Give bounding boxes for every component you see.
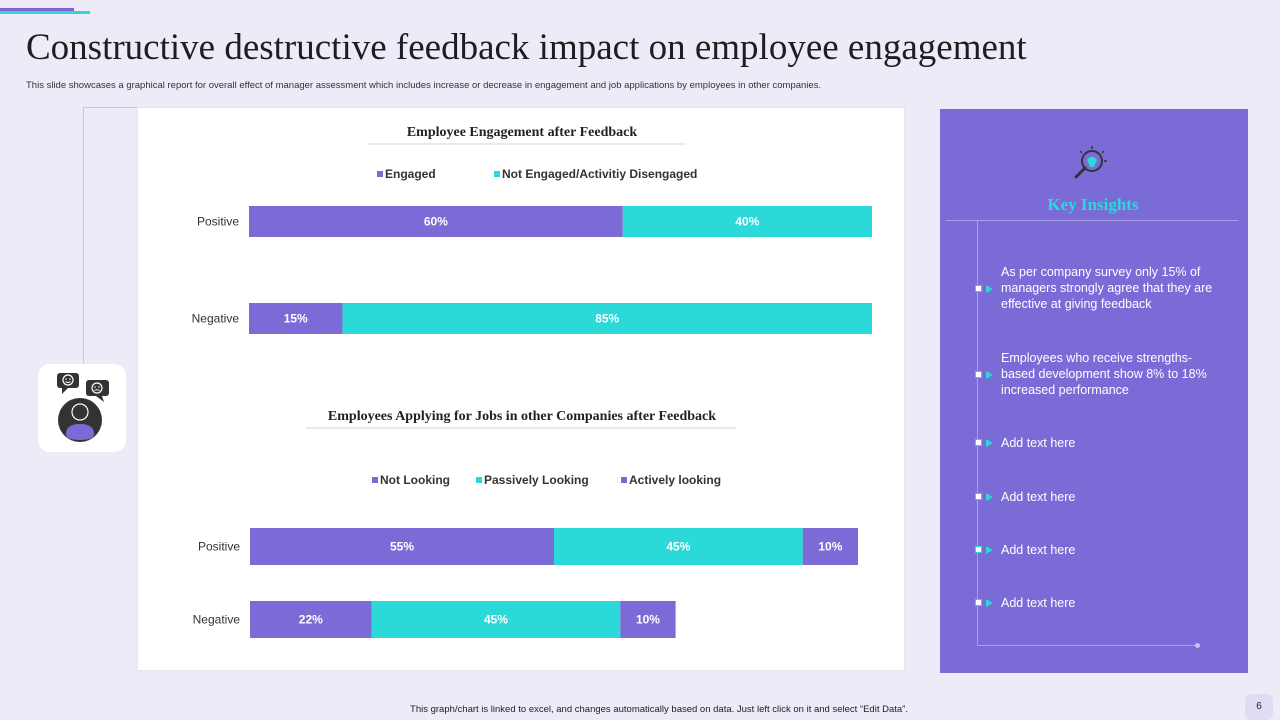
square-bullet-icon <box>975 493 982 500</box>
square-bullet-icon <box>975 546 982 553</box>
category-label: Positive <box>198 540 240 554</box>
bar-segment <box>249 303 343 334</box>
data-label: 15% <box>284 312 308 326</box>
bar-segment <box>250 528 554 565</box>
legend-label: Engaged <box>385 167 436 181</box>
data-label: 85% <box>595 312 619 326</box>
charts-canvas: Employee Engagement after Feedback Engage… <box>192 125 872 638</box>
data-label: 45% <box>484 613 508 627</box>
insight-text: Add text here <box>1001 436 1076 450</box>
legend-swatch <box>377 171 383 177</box>
arrow-right-icon <box>986 285 993 293</box>
arrow-right-icon <box>986 371 993 379</box>
legend-label: Passively Looking <box>484 473 589 487</box>
footer-note: This graph/chart is linked to excel, and… <box>410 704 908 715</box>
insight-text: As per company survey only 15% of manage… <box>1001 265 1213 311</box>
bar-segment <box>249 206 623 237</box>
legend-swatch <box>621 477 627 483</box>
legend-label: Not Engaged/Activitiy Disengaged <box>502 167 697 181</box>
square-bullet-icon <box>975 285 982 292</box>
bar-segment <box>620 601 676 638</box>
legend-label: Actively looking <box>629 473 721 487</box>
key-insights-panel: Key Insights As per company survey only … <box>940 109 1248 673</box>
insight-text: Add text here <box>1001 543 1076 557</box>
lightbulb-magnifier-icon <box>1074 146 1107 179</box>
data-label: 10% <box>636 613 660 627</box>
square-bullet-icon <box>975 439 982 446</box>
arrow-right-icon <box>986 599 993 607</box>
connector-line <box>83 107 137 365</box>
data-label: 45% <box>666 540 690 554</box>
top-accent-line <box>0 8 74 11</box>
person-with-speech-bubbles-icon <box>57 373 109 442</box>
category-label: Positive <box>197 215 239 229</box>
data-label: 40% <box>735 215 759 229</box>
category-label: Negative <box>192 312 240 326</box>
timeline-line <box>977 221 978 645</box>
insight-text: Employees who receive strengths-based de… <box>1001 351 1207 397</box>
data-label: 10% <box>818 540 842 554</box>
data-label: 55% <box>390 540 414 554</box>
bar-segment <box>371 601 621 638</box>
bar-segment <box>802 528 858 565</box>
category-label: Negative <box>193 613 241 627</box>
arrow-right-icon <box>986 546 993 554</box>
avatar-card <box>38 364 126 452</box>
key-insights-title: Key Insights <box>1047 195 1139 214</box>
bar-segment <box>250 601 372 638</box>
bar-segment <box>342 303 872 334</box>
page-title: Constructive destructive feedback impact… <box>26 27 1027 68</box>
timeline-end-dot <box>1195 643 1200 648</box>
legend-swatch <box>494 171 500 177</box>
page-subtitle: This slide showcases a graphical report … <box>26 80 822 91</box>
insight-text: Add text here <box>1001 596 1076 610</box>
arrow-right-icon <box>986 439 993 447</box>
divider <box>946 220 1238 221</box>
bar-segment <box>622 206 872 237</box>
data-label: 22% <box>299 613 323 627</box>
chart-panel: Employee Engagement after Feedback Engage… <box>137 107 905 671</box>
arrow-right-icon <box>986 493 993 501</box>
page-number: 6 <box>1245 694 1273 720</box>
square-bullet-icon <box>975 599 982 606</box>
legend-label: Not Looking <box>380 473 450 487</box>
legend-swatch <box>372 477 378 483</box>
square-bullet-icon <box>975 371 982 378</box>
legend-swatch <box>476 477 482 483</box>
insight-text: Add text here <box>1001 490 1076 504</box>
top-accent-line-cyan <box>0 11 90 14</box>
bar-segment <box>554 528 803 565</box>
timeline-baseline <box>977 645 1197 646</box>
chart-title: Employees Applying for Jobs in other Com… <box>328 409 716 424</box>
chart-title: Employee Engagement after Feedback <box>407 125 638 140</box>
data-label: 60% <box>424 215 448 229</box>
